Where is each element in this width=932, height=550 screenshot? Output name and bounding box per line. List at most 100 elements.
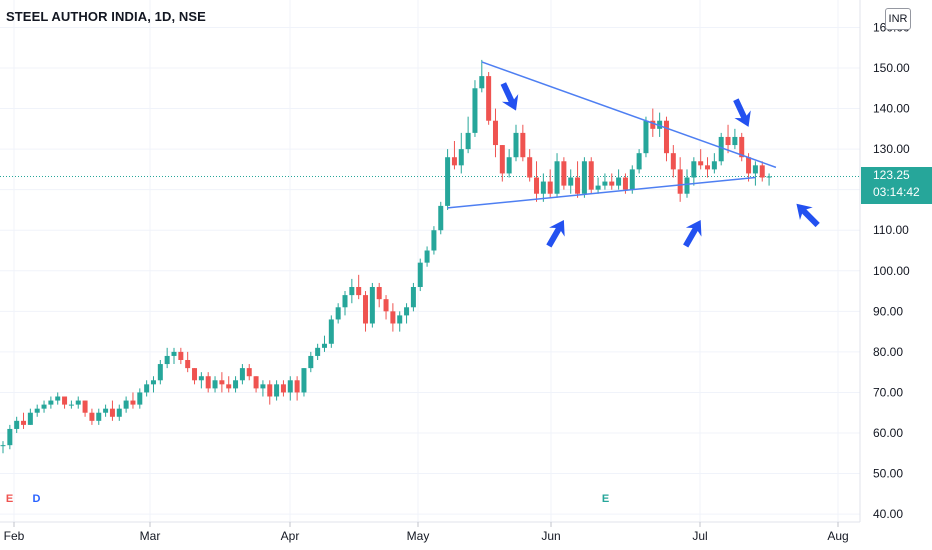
candle: [581, 157, 587, 198]
candle: [369, 282, 375, 328]
x-tick-label: Apr: [281, 529, 300, 543]
candle-body: [561, 161, 567, 186]
candle-body: [383, 299, 389, 312]
bar-countdown: 03:14:42: [873, 185, 920, 199]
candle: [595, 177, 601, 194]
candle: [376, 282, 382, 308]
candle: [130, 392, 136, 409]
candle: [157, 360, 163, 385]
candle: [96, 408, 102, 425]
candle: [451, 141, 457, 170]
candle: [643, 116, 649, 158]
candle: [212, 376, 218, 393]
candle-body: [711, 161, 717, 170]
candle: [219, 372, 225, 393]
candle: [137, 388, 143, 409]
candle-body: [253, 376, 259, 389]
candle-body: [246, 368, 252, 377]
candle: [294, 376, 300, 401]
candle: [150, 376, 156, 393]
candle: [540, 173, 546, 202]
candle-body: [431, 230, 437, 251]
candles: [0, 59, 772, 454]
dividend-badge[interactable]: D: [32, 493, 41, 505]
candle: [116, 404, 122, 421]
candle: [27, 408, 33, 425]
arrow-up-icon: [683, 220, 702, 248]
candle: [472, 80, 478, 137]
candle: [342, 291, 348, 316]
y-tick-label: 60.00: [873, 426, 903, 440]
candle: [534, 161, 540, 202]
grid: [0, 0, 860, 522]
candle-body: [759, 165, 765, 178]
candle-body: [602, 181, 608, 186]
candle-body: [369, 287, 375, 324]
candle-body: [150, 380, 156, 385]
candle-body: [34, 408, 40, 413]
candle-body: [438, 205, 444, 231]
candle: [123, 396, 129, 413]
candle-body: [670, 153, 676, 170]
symbol-title: STEEL AUTHOR INDIA, 1D, NSE: [6, 9, 206, 24]
y-tick-label: 80.00: [873, 345, 903, 359]
x-tick-label: Jun: [541, 529, 560, 543]
currency-button[interactable]: INR: [885, 8, 911, 30]
candle: [328, 315, 334, 348]
candle-body: [410, 287, 416, 308]
candle: [657, 112, 663, 137]
candle: [335, 303, 341, 324]
candle-body: [171, 351, 177, 356]
candle-body: [335, 307, 341, 320]
candle-body: [144, 384, 150, 393]
candle: [739, 132, 745, 162]
candle: [431, 226, 437, 255]
candle-body: [513, 132, 519, 158]
candle-body: [486, 76, 492, 121]
candle: [663, 116, 669, 162]
candle: [698, 149, 704, 170]
candle-body: [691, 161, 697, 178]
candle: [486, 72, 492, 125]
candle-body: [451, 157, 457, 166]
candle: [609, 173, 615, 190]
candle: [547, 169, 553, 198]
candle-body: [616, 177, 622, 186]
candle-body: [315, 347, 321, 356]
candle-body: [684, 177, 690, 194]
earnings-badge[interactable]: E: [5, 493, 14, 505]
candle-body: [636, 153, 642, 170]
candle: [691, 157, 697, 186]
candle-body: [68, 404, 74, 406]
candle: [0, 441, 6, 454]
y-tick-label: 130.00: [873, 142, 910, 156]
candle: [527, 149, 533, 182]
candle-body: [390, 311, 396, 324]
candle-body: [465, 132, 471, 150]
candle: [308, 351, 314, 373]
arrow-shape: [733, 98, 751, 127]
candle: [602, 173, 608, 190]
candle: [390, 303, 396, 332]
candle: [14, 416, 20, 433]
candle-body: [219, 380, 225, 385]
earnings-badge[interactable]: E: [601, 493, 610, 505]
candle-body: [75, 400, 81, 405]
candle: [759, 161, 765, 182]
candle: [164, 347, 170, 369]
candle: [561, 157, 567, 190]
candle: [260, 380, 266, 397]
candle-body: [554, 161, 560, 194]
candle-body: [233, 380, 239, 389]
candle-body: [274, 384, 280, 397]
candle: [718, 132, 724, 166]
candle-body: [417, 262, 423, 287]
y-tick-label: 50.00: [873, 467, 903, 481]
candle-body: [499, 145, 505, 174]
candle: [575, 161, 581, 198]
candle-body: [7, 428, 13, 446]
y-tick-label: 90.00: [873, 304, 903, 318]
candle-body: [267, 384, 273, 397]
candle: [616, 169, 622, 190]
